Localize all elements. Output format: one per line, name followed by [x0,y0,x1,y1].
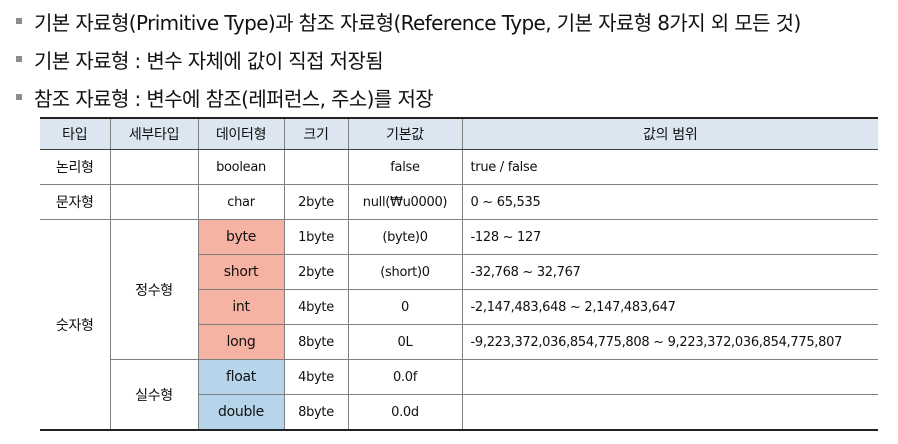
bullet-text: 기본 자료형 : 변수 자체에 값이 직접 저장됨 [34,48,384,73]
bullet-marker-icon [16,56,22,62]
cell-range [461,394,878,431]
header-default: 기본값 [347,117,463,150]
table-row: 실수형 float 4byte 0.0f [40,359,878,431]
cell-range: -2,147,483,648 ~ 2,147,483,647 [461,289,878,325]
cell-datatype: char [197,184,285,220]
cell-size: 8byte [283,324,349,360]
table-row: int 4byte 0 -2,147,483,648 ~ 2,147,483,6… [40,289,878,325]
cell-subtype: 실수형 [110,359,199,431]
cell-datatype: byte [197,219,285,255]
table-row: 숫자형 정수형 byte 1byte (byte)0 -128 ~ 127 [40,219,878,431]
cell-datatype: int [198,289,285,325]
bullet-marker-icon [16,18,22,24]
header-subtype: 세부타입 [109,117,199,150]
header-size: 크기 [283,117,349,150]
cell-subtype [109,184,199,220]
table-row: 문자형 char 2byte null(₩u0000) 0 ~ 65,535 [40,184,878,220]
bullet-text: 기본 자료형(Primitive Type)과 참조 자료형(Reference… [34,10,801,35]
cell-type: 숫자형 [40,219,111,431]
cell-range: true / false [461,149,878,185]
table-row: short 2byte (short)0 -32,768 ~ 32,767 [40,254,878,290]
table-header-row: 타입 세부타입 데이터형 크기 기본값 값의 범위 [40,117,878,150]
cell-subtype [109,149,199,185]
cell-size [283,149,349,185]
cell-type: 논리형 [40,149,111,185]
cell-default: (short)0 [347,254,463,290]
bullet-text: 참조 자료형 : 변수에 참조(레퍼런스, 주소)를 저장 [34,86,434,111]
bullet-item: 참조 자료형 : 변수에 참조(레퍼런스, 주소)를 저장 [16,78,886,116]
cell-datatype: float [197,359,285,395]
cell-datatype: short [198,254,285,290]
table-row: 논리형 boolean false true / false [40,149,878,185]
cell-subtype: 정수형 [109,219,199,360]
header-datatype: 데이터형 [197,117,285,150]
cell-default: (byte)0 [347,219,463,255]
cell-default: 0.0d [347,394,463,431]
cell-default: null(₩u0000) [347,184,463,220]
cell-size: 4byte [283,289,349,325]
bullet-marker-icon [16,94,22,100]
cell-range [461,359,878,395]
cell-range: -9,223,372,036,854,775,808 ~ 9,223,372,0… [461,324,878,360]
cell-size: 8byte [283,394,349,431]
cell-datatype: boolean [197,149,285,185]
bullet-list: 기본 자료형(Primitive Type)과 참조 자료형(Reference… [16,0,886,116]
cell-size: 2byte [283,184,349,220]
table-row: double 8byte 0.0d [40,394,878,431]
header-range: 값의 범위 [461,117,878,150]
cell-datatype: double [198,394,285,431]
cell-range: -32,768 ~ 32,767 [461,254,878,290]
cell-default: false [347,149,463,185]
bullet-item: 기본 자료형 : 변수 자체에 값이 직접 저장됨 [16,40,886,78]
cell-size: 1byte [283,219,349,255]
cell-default: 0L [347,324,463,360]
cell-size: 2byte [283,254,349,290]
cell-default: 0.0f [347,359,463,395]
cell-default: 0 [347,289,463,325]
cell-range: 0 ~ 65,535 [461,184,878,220]
cell-datatype: long [198,324,285,360]
cell-range: -128 ~ 127 [461,219,878,255]
bullet-item: 기본 자료형(Primitive Type)과 참조 자료형(Reference… [16,2,886,40]
cell-size: 4byte [283,359,349,395]
cell-type: 문자형 [40,184,111,220]
data-type-table: 타입 세부타입 데이터형 크기 기본값 값의 범위 논리형 boolean fa… [40,117,878,431]
header-type: 타입 [40,117,111,150]
